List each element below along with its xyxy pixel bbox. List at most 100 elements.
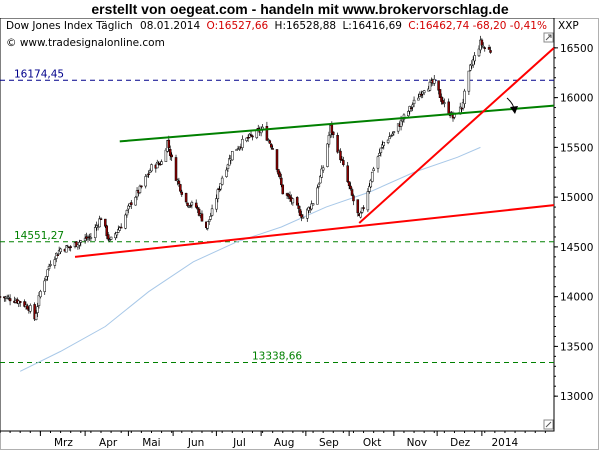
candle-body <box>269 143 273 148</box>
candle-body <box>8 298 12 302</box>
candle-body <box>145 174 149 177</box>
candle-body <box>186 202 189 206</box>
candle-body <box>215 198 218 210</box>
candle-body <box>376 156 380 169</box>
candle-body <box>342 160 345 166</box>
candle-body <box>409 107 413 110</box>
candle-body <box>350 189 354 196</box>
candle-body <box>179 184 182 192</box>
candle-body <box>249 134 253 137</box>
price-chart[interactable]: Dow Jones Index Täglich 08.01.2014 O:165… <box>0 17 600 450</box>
candle-body <box>473 55 476 62</box>
candle-body <box>346 165 349 182</box>
candle-body <box>170 154 173 158</box>
candle-body <box>321 167 325 171</box>
candle-body <box>189 205 192 207</box>
chart-info-line: Dow Jones Index Täglich 08.01.2014 O:165… <box>6 20 547 32</box>
candle-body <box>487 47 491 50</box>
candle-body <box>194 202 198 208</box>
candle-body <box>412 99 416 104</box>
candle-body <box>245 137 248 141</box>
candle-body <box>37 295 41 306</box>
candle-body <box>469 64 472 71</box>
candle-body <box>26 305 29 310</box>
candle-body <box>359 212 362 218</box>
candle-body <box>57 250 61 255</box>
candle-body <box>117 229 120 233</box>
candle-body <box>278 172 282 178</box>
y-tick-label: 16500 <box>560 43 593 55</box>
candle-body <box>130 202 133 205</box>
y-tick-label: 15500 <box>560 142 593 154</box>
copyright-text: © www.tradesignalonline.com <box>6 37 165 49</box>
candle-body <box>295 197 299 206</box>
candle-body <box>59 248 62 253</box>
candle-body <box>104 218 107 227</box>
horizontal-levels: 16174,45 14551,27 13338,66 <box>0 68 554 363</box>
candle-body <box>160 161 163 165</box>
candle-body <box>176 179 179 182</box>
candle-body <box>433 79 436 84</box>
candle-body <box>392 131 396 133</box>
candle-body <box>200 213 204 222</box>
candle-body <box>340 158 344 161</box>
info-low: L:16416,69 <box>342 20 402 32</box>
candle-body <box>251 135 254 138</box>
candle-body <box>311 203 315 206</box>
candle-body <box>34 313 38 321</box>
candle-body <box>396 123 400 132</box>
candle-body <box>108 239 111 241</box>
candle-body <box>297 205 300 209</box>
candle-body <box>138 185 142 193</box>
candle-body <box>33 304 36 320</box>
candle-body <box>220 177 224 185</box>
x-tick-label: Jun <box>187 437 204 449</box>
candle-body <box>236 148 240 150</box>
candle-body <box>177 180 181 184</box>
candle-body <box>43 280 46 292</box>
candle-body <box>291 198 295 204</box>
candle-body <box>167 139 171 149</box>
candle-body <box>231 151 234 161</box>
candle-body <box>461 102 465 109</box>
candle-body <box>69 246 72 248</box>
candle-body <box>420 93 423 96</box>
candle-body <box>467 70 471 92</box>
candle-body <box>114 233 117 239</box>
candle-body <box>281 184 285 195</box>
info-close: C:16462,74 -68,20 -0,41% <box>408 20 547 32</box>
candle-body <box>49 264 52 266</box>
x-tick-label: Jul <box>232 437 246 449</box>
candle-body <box>460 107 463 110</box>
candle-body <box>156 161 159 169</box>
candle-body <box>317 183 321 187</box>
candle-body <box>399 119 403 127</box>
candle-body <box>391 133 394 136</box>
y-tick-label: 14000 <box>560 292 593 304</box>
candle-body <box>369 180 373 188</box>
candle-body <box>310 203 313 210</box>
candle-body <box>197 208 201 216</box>
candle-body <box>372 168 375 172</box>
candle-body <box>339 150 342 161</box>
expand-icon[interactable] <box>543 32 554 43</box>
candle-body <box>106 234 110 240</box>
candle-body <box>246 136 250 139</box>
page-title: erstellt von oegeat.com - handeln mit ww… <box>91 1 509 17</box>
chart-frame: Dow Jones Index Täglich 08.01.2014 O:165… <box>0 17 600 450</box>
candle-body <box>401 119 404 122</box>
info-name: Dow Jones Index Täglich <box>6 20 133 32</box>
x-tick-label: Nov <box>407 437 428 449</box>
candle-body <box>118 227 121 231</box>
candle-body <box>386 139 390 143</box>
candle-body <box>411 104 414 108</box>
resize-handle-icon[interactable] <box>543 419 554 430</box>
candle-body <box>336 134 339 153</box>
candle-body <box>168 149 172 156</box>
candle-body <box>119 226 123 229</box>
candle-body <box>47 266 51 269</box>
trendline-steep-support <box>358 47 555 224</box>
candle-body <box>85 236 88 240</box>
x-tick-label: 2014 <box>491 437 518 449</box>
candle-body <box>316 187 319 205</box>
